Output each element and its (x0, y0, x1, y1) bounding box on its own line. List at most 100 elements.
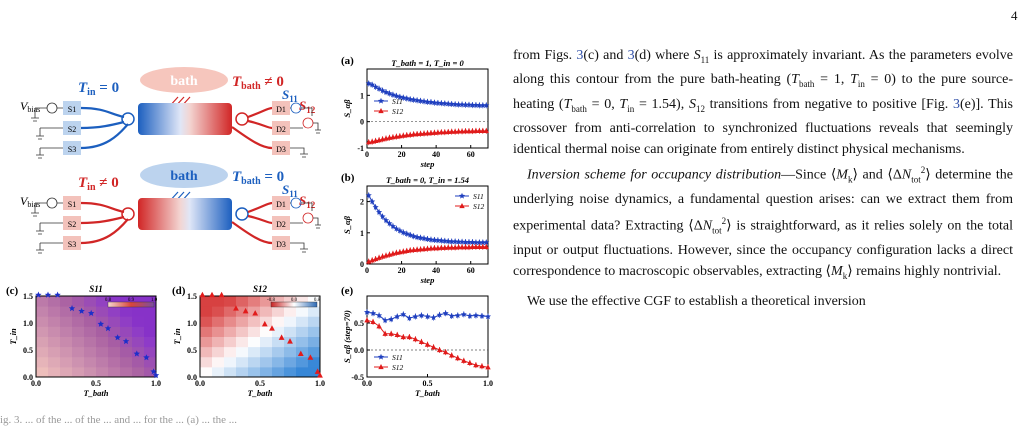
heatmap-cell (200, 316, 213, 327)
data-point (449, 128, 455, 134)
data-point (430, 314, 437, 321)
x-tick-label: 1.0 (151, 379, 161, 388)
heatmap-cell (260, 366, 273, 378)
heatmap-cell (108, 366, 121, 378)
contour-marker (297, 350, 304, 357)
heatmap-cell (108, 306, 121, 317)
heatmap-cell (60, 316, 73, 327)
data-point (438, 237, 445, 244)
data-point (393, 92, 400, 99)
data-point (466, 312, 473, 319)
heatmap-cell (96, 306, 109, 317)
heatmap-cell (96, 346, 109, 358)
contour-marker (114, 334, 121, 341)
contour-marker (233, 305, 239, 311)
data-point (438, 100, 445, 106)
svg-text:S2: S2 (68, 125, 76, 134)
contour-marker (35, 291, 42, 298)
heatmap-cell (260, 296, 273, 307)
data-point (394, 331, 400, 337)
legend-label: S12 (473, 202, 485, 211)
y-tick-label: -1 (357, 144, 364, 153)
y-axis-label: S_αβ (342, 215, 352, 234)
x-axis-label: T_bath (83, 388, 108, 398)
t-bath-label: Tbath ≠ 0 (232, 74, 284, 92)
contour-marker (287, 338, 293, 344)
heatmap-cell (48, 336, 61, 348)
chart-title: T_bath = 1, T_in = 0 (391, 58, 464, 68)
heatmap-cell (260, 316, 273, 327)
heatmap-cell (84, 356, 97, 368)
t-bath-label: Tbath = 0 (232, 169, 284, 187)
heatmap-cell (248, 336, 261, 348)
data-point (452, 238, 459, 245)
x-tick-label: 0 (365, 266, 369, 275)
heatmap-cell (108, 296, 121, 307)
text-run: from Figs. (513, 48, 577, 63)
data-point (379, 213, 386, 220)
heatmap-cell (308, 316, 321, 327)
colorbar-tick-label: 0.0 (291, 298, 298, 303)
subscript: k (847, 174, 853, 185)
contour-marker (242, 307, 249, 314)
heatmap-cell (84, 326, 97, 337)
data-point (421, 98, 428, 104)
subscript: bath (798, 79, 815, 90)
heatmap-cell (60, 356, 73, 368)
data-point (389, 223, 396, 229)
chart-title: S12 (253, 284, 268, 294)
legend-marker (378, 97, 384, 104)
data-point (462, 239, 469, 245)
svg-text:S1: S1 (68, 200, 76, 209)
colorbar-tick-label: -0.8 (267, 298, 275, 303)
heatmap-cell (272, 346, 285, 358)
math-symbol: M (831, 263, 843, 279)
subscript: tot (911, 174, 921, 185)
channels-in (80, 106, 129, 150)
heatmap-cell (48, 346, 61, 358)
bath-ellipse (140, 67, 228, 93)
figure-ref-link[interactable]: 3 (952, 96, 960, 112)
contour-marker (317, 372, 323, 378)
heatmap-cell (224, 306, 237, 317)
svg-text:D1: D1 (276, 200, 286, 209)
text-run: ⟩ is straightforward, as it relies solel… (513, 218, 1013, 279)
data-point (427, 236, 434, 243)
heatmap-cell (200, 346, 213, 358)
detector-circuit (290, 102, 321, 158)
colorbar-tick-label: 0.8 (314, 298, 321, 303)
heatmap-cell (296, 356, 309, 368)
legend-marker (459, 192, 465, 199)
data-point (465, 101, 472, 108)
data-point (438, 129, 445, 135)
heatmap-cell (248, 306, 261, 317)
contour-marker (88, 309, 95, 316)
text-run: is approximately invariant. As the param… (513, 48, 1013, 88)
figure-ref-link[interactable]: 3 (576, 48, 584, 63)
data-point (431, 236, 438, 243)
math-symbol: T (619, 96, 628, 112)
data-point (424, 341, 431, 347)
heatmap-cell (120, 296, 133, 307)
data-point (400, 334, 406, 340)
x-tick-label: 0.5 (255, 379, 265, 388)
legend-label: S12 (392, 363, 404, 372)
legend-label: S11 (392, 97, 403, 106)
subscript: 12 (695, 103, 705, 114)
heatmap-cell (96, 366, 109, 378)
panel-label-a: (a) (341, 55, 354, 67)
chart-title: S11 (89, 284, 103, 294)
plot-frame (199, 295, 321, 378)
data-point (370, 310, 377, 316)
figure-ref-link[interactable]: 3 (627, 48, 635, 63)
data-point (465, 239, 472, 245)
y-tick-label: 0.0 (187, 373, 197, 382)
data-point (414, 97, 421, 103)
math-symbol: N (901, 168, 912, 184)
data-point (476, 102, 483, 108)
heatmap-cell (120, 346, 133, 358)
colorbar (107, 301, 155, 308)
heatmap-cell (84, 316, 97, 327)
heatmap-cell (144, 326, 157, 337)
subscript: 11 (700, 54, 710, 65)
